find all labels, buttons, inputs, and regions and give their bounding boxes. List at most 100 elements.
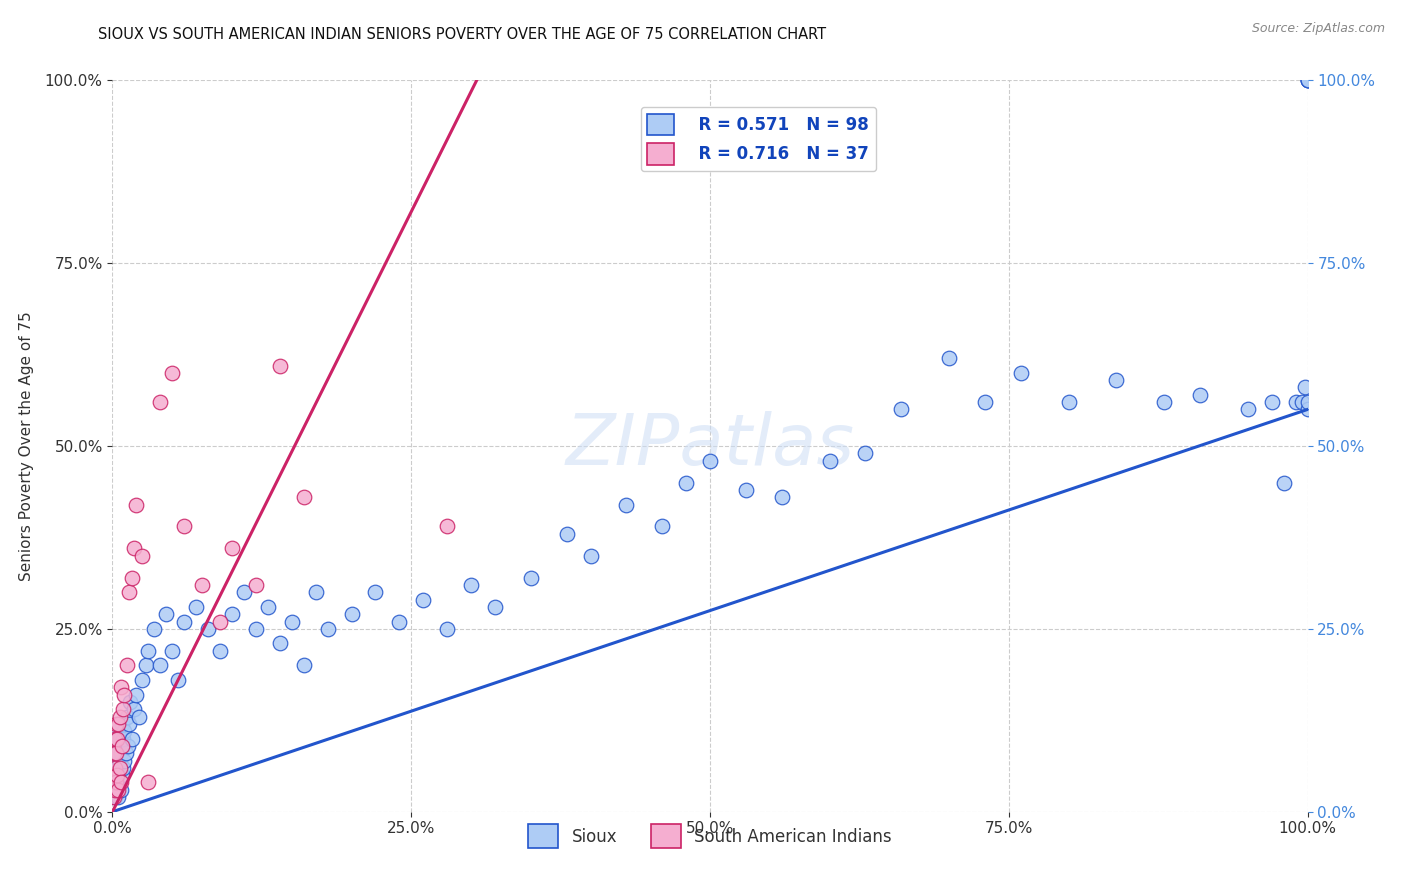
Point — [112, 731, 135, 746]
Point — [110, 782, 132, 797]
Point — [131, 673, 153, 687]
Point — [104, 735, 127, 749]
Point — [110, 681, 132, 695]
Point — [1153, 395, 1175, 409]
Point — [103, 746, 125, 760]
Point — [114, 754, 135, 768]
Point — [110, 775, 132, 789]
Text: SIOUX VS SOUTH AMERICAN INDIAN SENIORS POVERTY OVER THE AGE OF 75 CORRELATION CH: SIOUX VS SOUTH AMERICAN INDIAN SENIORS P… — [98, 27, 827, 42]
Point — [1057, 395, 1080, 409]
Point — [131, 549, 153, 563]
Point — [103, 782, 125, 797]
Point — [105, 749, 128, 764]
Point — [105, 731, 128, 746]
Point — [108, 775, 131, 789]
Point — [1105, 373, 1128, 387]
Point — [651, 519, 673, 533]
Point — [105, 768, 128, 782]
Point — [233, 585, 256, 599]
Point — [257, 599, 280, 614]
Point — [115, 709, 138, 723]
Point — [107, 746, 129, 760]
Point — [114, 688, 135, 702]
Point — [675, 475, 697, 490]
Point — [107, 768, 129, 782]
Point — [107, 717, 129, 731]
Point — [269, 359, 291, 373]
Point — [436, 622, 458, 636]
Point — [191, 578, 214, 592]
Point — [735, 483, 758, 497]
Point — [1296, 73, 1319, 87]
Point — [108, 709, 131, 723]
Point — [103, 764, 125, 779]
Point — [162, 644, 183, 658]
Point — [104, 782, 127, 797]
Point — [281, 615, 304, 629]
Point — [484, 599, 506, 614]
Point — [460, 578, 482, 592]
Point — [436, 519, 458, 533]
Point — [364, 585, 387, 599]
Point — [105, 761, 128, 775]
Point — [111, 739, 134, 753]
Point — [118, 717, 141, 731]
Point — [316, 622, 339, 636]
Point — [112, 702, 135, 716]
Point — [1010, 366, 1032, 380]
Point — [108, 761, 131, 775]
Point — [108, 754, 131, 768]
Point — [209, 615, 232, 629]
Point — [245, 578, 267, 592]
Point — [103, 746, 125, 760]
Point — [245, 622, 267, 636]
Point — [1261, 395, 1284, 409]
Point — [105, 731, 128, 746]
Point — [118, 585, 141, 599]
Point — [138, 775, 160, 789]
Point — [1237, 402, 1260, 417]
Point — [1296, 73, 1319, 87]
Point — [114, 746, 136, 760]
Point — [105, 775, 128, 789]
Point — [125, 688, 148, 702]
Point — [143, 622, 166, 636]
Point — [107, 790, 129, 805]
Point — [149, 658, 172, 673]
Point — [107, 724, 129, 739]
Point — [105, 746, 128, 760]
Point — [221, 541, 243, 556]
Point — [103, 790, 125, 805]
Point — [209, 644, 232, 658]
Point — [699, 453, 721, 467]
Point — [938, 351, 960, 366]
Point — [555, 526, 578, 541]
Point — [818, 453, 841, 467]
Point — [855, 446, 877, 460]
Point — [412, 592, 434, 607]
Point — [125, 498, 148, 512]
Point — [104, 790, 127, 805]
Point — [121, 731, 143, 746]
Text: ZIPatlas: ZIPatlas — [565, 411, 855, 481]
Point — [111, 717, 134, 731]
Point — [197, 622, 219, 636]
Point — [1294, 380, 1316, 394]
Point — [1296, 73, 1319, 87]
Point — [520, 571, 543, 585]
Point — [1272, 475, 1295, 490]
Point — [186, 599, 208, 614]
Point — [104, 761, 127, 775]
Point — [974, 395, 997, 409]
Text: Source: ZipAtlas.com: Source: ZipAtlas.com — [1251, 22, 1385, 36]
Point — [340, 607, 363, 622]
Point — [110, 746, 132, 760]
Point — [1296, 73, 1319, 87]
Point — [167, 673, 190, 687]
Point — [117, 739, 139, 753]
Point — [105, 739, 128, 753]
Point — [121, 571, 143, 585]
Point — [1189, 388, 1212, 402]
Legend: Sioux, South American Indians: Sioux, South American Indians — [522, 818, 898, 855]
Point — [173, 519, 195, 533]
